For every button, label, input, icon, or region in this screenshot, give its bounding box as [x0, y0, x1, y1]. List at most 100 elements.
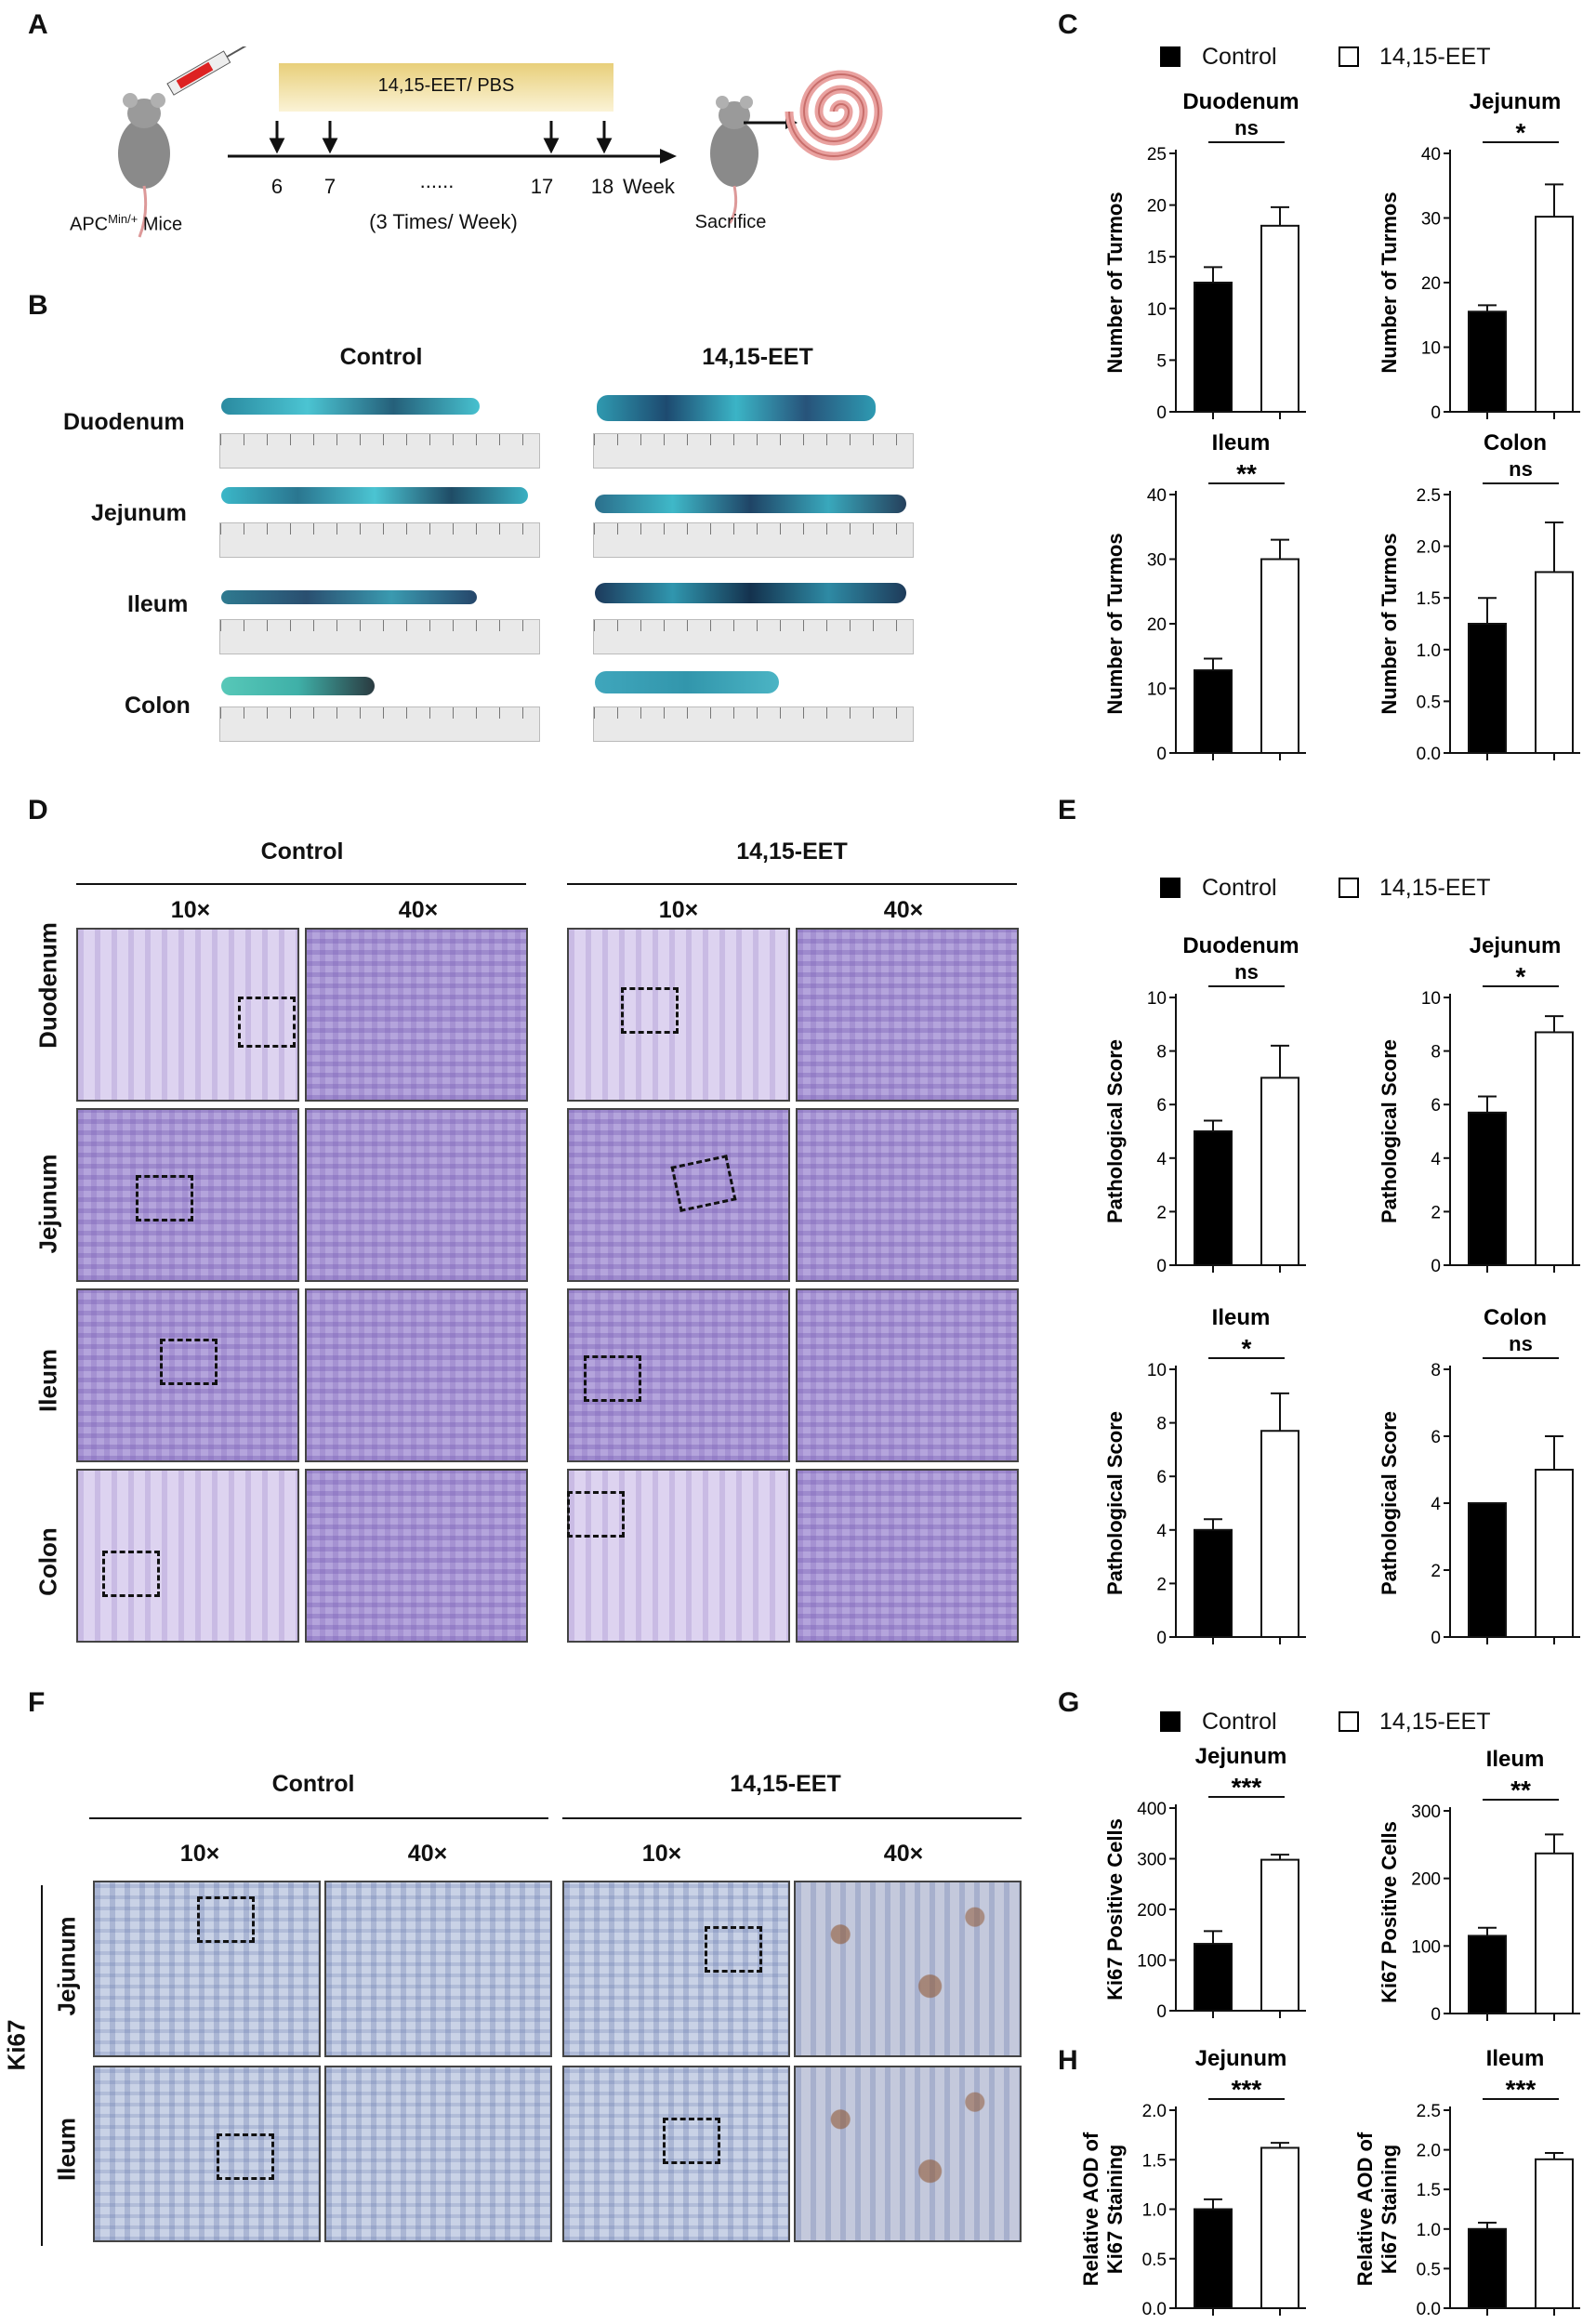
- y-tick-label: 20: [1147, 615, 1167, 635]
- bar-control: [1194, 1943, 1233, 2012]
- significance-label: ***: [1506, 2075, 1537, 2104]
- he-ileum-control-10x: [76, 1288, 299, 1462]
- bar-control: [1194, 282, 1233, 413]
- legend-eet-swatch: [1339, 878, 1359, 898]
- legend-control-label: Control: [1202, 875, 1277, 901]
- y-tick-label: 0: [1431, 1257, 1441, 1276]
- panel-letter-h: H: [1058, 2045, 1078, 2076]
- ki67-bracket-line: [41, 1885, 43, 2246]
- he-duodenum-control-10x: [76, 928, 299, 1102]
- bar-control: [1194, 669, 1233, 755]
- y-tick-label: 1.5: [1417, 589, 1441, 609]
- ihc-jejunum-eet-10x: [562, 1881, 790, 2057]
- he-ileum-control-40x: [305, 1288, 528, 1462]
- y-tick-label: 1.0: [1417, 641, 1441, 661]
- chart-title: Jejunum: [1470, 933, 1562, 958]
- bar-eet: [1535, 2158, 1574, 2309]
- f-group-eet: 14,15-EET: [730, 1771, 841, 1797]
- duodenum-control-photo: [221, 398, 480, 415]
- legend-control-swatch: [1160, 1711, 1181, 1732]
- mouse-icon-sacrifice: [710, 96, 758, 224]
- b-row-duodenum: Duodenum: [63, 409, 185, 435]
- y-tick-label: 20: [1147, 197, 1167, 217]
- f-mag-40x-eet: 40×: [883, 1841, 924, 1867]
- bar-control: [1468, 310, 1507, 413]
- y-tick-label: 0: [1156, 745, 1167, 764]
- colon-eet-photo: [595, 671, 779, 693]
- y-tick-label: 400: [1137, 1800, 1167, 1819]
- significance-label: ***: [1232, 2075, 1262, 2104]
- colon-control-photo: [221, 677, 375, 695]
- chart-title: Duodenum: [1182, 933, 1299, 958]
- y-tick-label: 10: [1147, 300, 1167, 320]
- he-jejunum-control-40x: [305, 1108, 528, 1282]
- significance-label: ***: [1232, 1773, 1262, 1802]
- d-group-control: Control: [260, 838, 344, 865]
- ihc-ileum-control-10x: [93, 2066, 321, 2242]
- d-mag-40x-control: 40×: [398, 897, 439, 923]
- y-tick-label: 15: [1147, 248, 1167, 268]
- y-tick-label: 4: [1156, 1150, 1167, 1169]
- treatment-label: 14,15-EET/ PBS: [377, 75, 515, 96]
- mouse-icon: [118, 93, 170, 238]
- legend-control-label: Control: [1202, 1709, 1277, 1735]
- chart-title: Duodenum: [1182, 89, 1299, 114]
- y-tick-label: 1.5: [1142, 2151, 1167, 2171]
- y-tick-label: 2: [1431, 1203, 1441, 1222]
- f-row-jejunum: Jejunum: [52, 1916, 81, 2016]
- y-axis-label: Pathological Score: [1103, 1411, 1127, 1595]
- significance-label: **: [1236, 459, 1257, 488]
- y-tick-label: 8: [1156, 1043, 1167, 1063]
- y-tick-label: 6: [1156, 1096, 1167, 1116]
- zoom-region-box: [567, 1491, 625, 1538]
- panel-letter-f: F: [28, 1687, 46, 1718]
- f-side-label-ki67: Ki67: [2, 2019, 31, 2071]
- y-tick-label: 0: [1156, 1257, 1167, 1276]
- panel-letter-d: D: [28, 795, 48, 825]
- significance-label: *: [1516, 962, 1526, 991]
- y-tick-label: 2: [1156, 1575, 1167, 1594]
- y-tick-label: 2.0: [1417, 538, 1441, 558]
- injection-arrows: [269, 121, 613, 154]
- group-underline: [562, 1817, 1022, 1819]
- ileum-eet-photo: [595, 583, 906, 603]
- zoom-region-box: [160, 1339, 218, 1385]
- zoom-region-box: [663, 2118, 720, 2164]
- y-tick-label: 200: [1137, 1901, 1167, 1921]
- y-tick-label: 0: [1156, 1629, 1167, 1648]
- chart-c-duodenum: Duodenum Number of Turmos 0 5 10 15 20 25 ns: [1103, 89, 1306, 423]
- y-tick-label: 4: [1431, 1495, 1441, 1514]
- week-ellipsis: ......: [419, 169, 455, 192]
- y-tick-label: 30: [1147, 551, 1167, 571]
- ruler: [219, 619, 540, 654]
- d-row-duodenum: Duodenum: [33, 922, 62, 1049]
- ruler: [593, 522, 914, 558]
- y-tick-label: 1.5: [1417, 2181, 1441, 2200]
- significance-label: ns: [1234, 116, 1259, 139]
- he-ileum-eet-40x: [796, 1288, 1019, 1462]
- d-mag-40x-eet: 40×: [883, 897, 924, 923]
- bar-control: [1194, 1528, 1233, 1638]
- y-axis-label: Relative AOD of: [1079, 2132, 1102, 2286]
- y-tick-label: 0: [1431, 1629, 1441, 1648]
- y-tick-label: 10: [1421, 339, 1441, 359]
- syringe-icon: [166, 46, 252, 96]
- chart-h-ileum: Ileum Relative AOD of Ki67 Staining 0.0 0.5 1…: [1353, 2046, 1580, 2319]
- chart-title: Jejunum: [1470, 89, 1562, 114]
- ruler: [219, 522, 540, 558]
- ihc-jejunum-control-40x: [324, 1881, 552, 2057]
- y-tick-label: 0: [1431, 403, 1441, 423]
- y-tick-label: 6: [1431, 1428, 1441, 1447]
- significance-label: *: [1516, 118, 1526, 147]
- legend-eet-swatch: [1339, 1711, 1359, 1732]
- y-tick-label: 0.5: [1142, 2251, 1167, 2270]
- d-group-eet: 14,15-EET: [736, 838, 848, 865]
- chart-title: Colon: [1484, 430, 1547, 456]
- jejunum-control-photo: [221, 487, 528, 504]
- y-tick-label: 25: [1147, 145, 1167, 165]
- y-tick-label: 6: [1431, 1096, 1441, 1116]
- bar-control: [1468, 623, 1507, 754]
- y-axis-label: Number of Turmos: [1103, 191, 1127, 373]
- ileum-control-photo: [221, 590, 477, 604]
- f-mag-40x-control: 40×: [407, 1841, 448, 1867]
